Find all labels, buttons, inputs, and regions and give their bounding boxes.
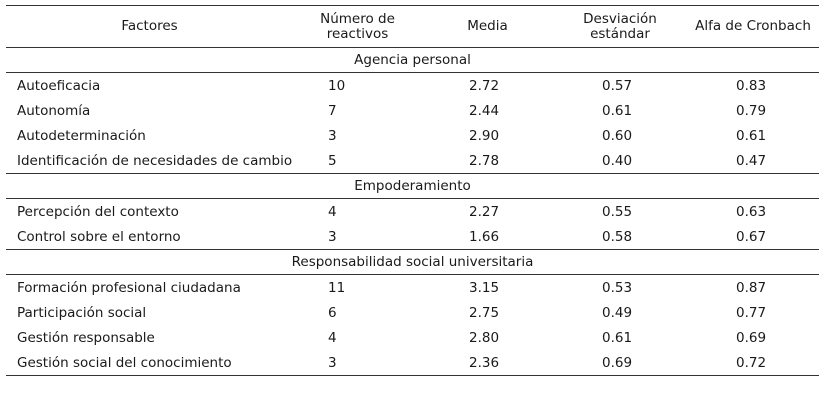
media-cell: 2.44: [469, 102, 500, 119]
section-row: Responsabilidad social universitaria: [6, 249, 819, 275]
alfa-cell: 0.83: [687, 72, 819, 98]
factor-cell: Autoeficacia: [6, 72, 293, 98]
reactivos-cell: 3: [328, 127, 337, 144]
table-row: Gestión responsable 4 2.80 0.61 0.69: [6, 325, 819, 350]
media-cell: 2.72: [422, 72, 553, 98]
desviacion-cell: 0.58: [602, 228, 633, 245]
header-desviacion-estandar: Desviación estándar: [553, 5, 687, 48]
header-numero-reactivos: Número de reactivos: [293, 5, 422, 48]
header-media: Media: [422, 5, 553, 48]
section-title: Empoderamiento: [6, 173, 819, 199]
desviacion-cell: 0.60: [602, 127, 633, 144]
desviacion-cell: 0.69: [553, 350, 687, 376]
factor-cell: Autonomía: [17, 102, 91, 119]
desviacion-cell: 0.55: [553, 198, 687, 224]
alfa-cell: 0.61: [736, 127, 767, 144]
table-row: Autoeficacia 10 2.72 0.57 0.83: [6, 72, 819, 98]
alfa-cell: 0.79: [736, 102, 767, 119]
table-row: Autonomía 7 2.44 0.61 0.79: [6, 98, 819, 123]
media-cell: 3.15: [422, 274, 553, 300]
desviacion-cell: 0.57: [553, 72, 687, 98]
table-row: Participación social 6 2.75 0.49 0.77: [6, 300, 819, 325]
desviacion-cell: 0.53: [553, 274, 687, 300]
table-body: Agencia personal Autoeficacia 10 2.72 0.57 0.…: [6, 48, 819, 376]
alfa-cell: 0.47: [736, 152, 767, 169]
factor-cell: Participación social: [17, 304, 147, 321]
media-cell: 1.66: [469, 228, 500, 245]
alfa-cell: 0.87: [687, 274, 819, 300]
section-title: Responsabilidad social universitaria: [6, 249, 819, 275]
desviacion-cell: 0.40: [602, 152, 633, 169]
media-cell: 2.80: [469, 329, 500, 346]
factor-cell: Gestión responsable: [17, 329, 155, 346]
media-cell: 2.90: [469, 127, 500, 144]
factor-cell: Gestión social del conocimiento: [6, 350, 293, 376]
table-row: Autodeterminación 3 2.90 0.60 0.61: [6, 123, 819, 148]
reactivos-cell: 10: [293, 72, 422, 98]
alfa-cell: 0.72: [687, 350, 819, 376]
table-row: Formación profesional ciudadana 11 3.15 0.5…: [6, 274, 819, 300]
factor-cell: Identificación de necesidades de cambio: [17, 152, 293, 169]
reactivos-cell: 7: [328, 102, 337, 119]
media-cell: 2.36: [422, 350, 553, 376]
reactivos-cell: 11: [293, 274, 422, 300]
alfa-cell: 0.69: [736, 329, 767, 346]
table-row: Identificación de necesidades de cambio 5…: [6, 148, 819, 174]
desviacion-cell: 0.61: [602, 329, 633, 346]
factor-cell: Control sobre el entorno: [17, 228, 181, 245]
media-cell: 2.78: [469, 152, 500, 169]
alfa-cell: 0.63: [687, 198, 819, 224]
header-alfa-cronbach: Alfa de Cronbach: [687, 5, 819, 48]
desviacion-cell: 0.61: [602, 102, 633, 119]
media-cell: 2.27: [422, 198, 553, 224]
reactivos-cell: 3: [293, 350, 422, 376]
media-cell: 2.75: [469, 304, 500, 321]
table-row: Percepción del contexto 4 2.27 0.55 0.63: [6, 198, 819, 224]
reactivos-cell: 4: [328, 329, 337, 346]
reactivos-cell: 5: [328, 152, 337, 169]
factor-cell: Autodeterminación: [17, 127, 146, 144]
header-factores: Factores: [6, 5, 293, 48]
table-row: Gestión social del conocimiento 3 2.36 0.69…: [6, 350, 819, 376]
factor-cell: Formación profesional ciudadana: [6, 274, 293, 300]
section-row: Agencia personal: [6, 48, 819, 73]
factor-cell: Percepción del contexto: [6, 198, 293, 224]
section-title: Agencia personal: [354, 52, 471, 68]
alfa-cell: 0.67: [736, 228, 767, 245]
alfa-cell: 0.77: [736, 304, 767, 321]
factors-table: Factores Número de reactivos Media Desvi…: [6, 5, 819, 376]
table-row: Control sobre el entorno 3 1.66 0.58 0.67: [6, 224, 819, 250]
reactivos-cell: 3: [328, 228, 337, 245]
section-row: Empoderamiento: [6, 173, 819, 199]
header-row: Factores Número de reactivos Media Desvi…: [6, 5, 819, 48]
reactivos-cell: 6: [328, 304, 337, 321]
reactivos-cell: 4: [293, 198, 422, 224]
desviacion-cell: 0.49: [602, 304, 633, 321]
